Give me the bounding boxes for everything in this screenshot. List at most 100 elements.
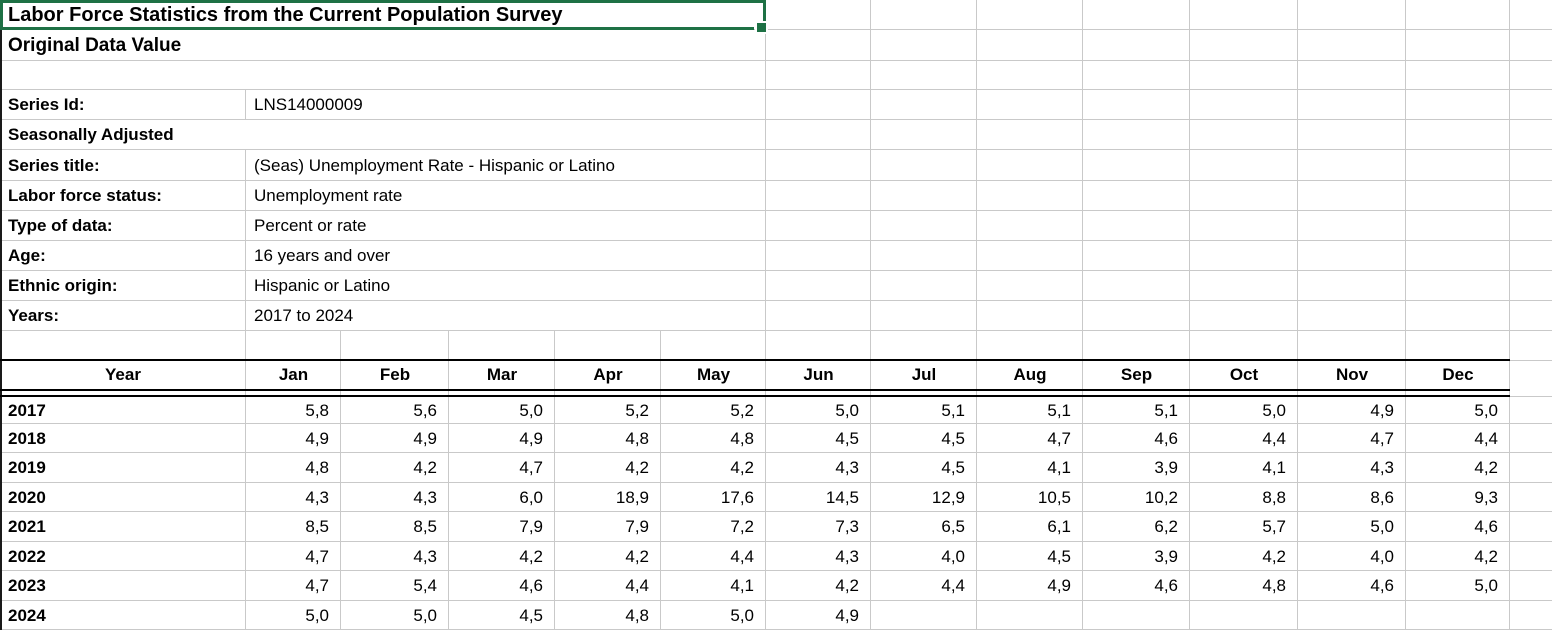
cell-2018-mar[interactable]: 4,9 — [519, 428, 543, 448]
cell-2021-nov[interactable]: 5,0 — [1370, 517, 1394, 536]
cell-2020-apr[interactable]: 18,9 — [615, 487, 649, 507]
cell-2018-dec[interactable]: 4,4 — [1474, 428, 1498, 448]
cell-2024-may[interactable]: 5,0 — [730, 605, 754, 625]
cell-2020-aug[interactable]: 10,5 — [1037, 487, 1071, 507]
cell-2019-sep[interactable]: 3,9 — [1154, 458, 1178, 477]
cell-2019-jul[interactable]: 4,5 — [941, 458, 965, 477]
cell-2021-sep[interactable]: 6,2 — [1154, 517, 1178, 536]
cell-2022-jan[interactable]: 4,7 — [305, 546, 329, 566]
cell-2017-mar[interactable]: 5,0 — [519, 400, 543, 420]
header-aug[interactable]: Aug — [1013, 365, 1047, 384]
cell-2018-may[interactable]: 4,8 — [730, 428, 754, 448]
cell-2024-jun[interactable]: 4,9 — [835, 605, 859, 625]
cell-2022-aug[interactable]: 4,5 — [1047, 546, 1071, 566]
cell-2023-nov[interactable]: 4,6 — [1370, 576, 1394, 595]
header-jan[interactable]: Jan — [278, 365, 309, 384]
info-value-4[interactable]: Percent or rate — [254, 216, 367, 235]
cell-2023-oct[interactable]: 4,8 — [1262, 576, 1286, 595]
cell-2019-feb[interactable]: 4,2 — [413, 458, 437, 477]
cell-year-2024[interactable]: 2024 — [8, 605, 46, 625]
cell-2017-apr[interactable]: 5,2 — [625, 400, 649, 420]
cell-2017-jul[interactable]: 5,1 — [941, 400, 965, 420]
cell-2021-feb[interactable]: 8,5 — [413, 517, 437, 536]
cell-2023-may[interactable]: 4,1 — [730, 576, 754, 595]
cell-2021-jan[interactable]: 8,5 — [305, 517, 329, 536]
cell-2020-may[interactable]: 17,6 — [720, 487, 754, 507]
cell-2020-oct[interactable]: 8,8 — [1262, 487, 1286, 507]
info-label-7[interactable]: Years: — [8, 306, 60, 325]
cell-2020-dec[interactable]: 9,3 — [1474, 487, 1498, 507]
header-sep[interactable]: Sep — [1120, 365, 1153, 384]
cell-2022-mar[interactable]: 4,2 — [519, 546, 543, 566]
cell-2024-dec[interactable] — [1406, 601, 1510, 630]
cell-2021-jul[interactable]: 6,5 — [941, 517, 965, 536]
title-cell[interactable]: Labor Force Statistics from the Current … — [8, 3, 563, 26]
cell-2018-oct[interactable]: 4,4 — [1262, 428, 1286, 448]
cell-2021-jun[interactable]: 7,3 — [835, 517, 859, 536]
info-value-5[interactable]: 16 years and over — [254, 246, 391, 265]
info-label-3[interactable]: Labor force status: — [8, 186, 162, 205]
cell-2018-jun[interactable]: 4,5 — [835, 428, 859, 448]
fill-handle[interactable] — [757, 23, 766, 32]
cell-2022-jun[interactable]: 4,3 — [835, 546, 859, 566]
cell-year-2023[interactable]: 2023 — [8, 576, 46, 595]
cell-2019-nov[interactable]: 4,3 — [1370, 458, 1394, 477]
cell-2022-sep[interactable]: 3,9 — [1154, 546, 1178, 566]
info-value-3[interactable]: Unemployment rate — [254, 186, 403, 205]
cell-2019-jun[interactable]: 4,3 — [835, 458, 859, 477]
header-nov[interactable]: Nov — [1335, 365, 1369, 384]
info-value-2[interactable]: (Seas) Unemployment Rate - Hispanic or L… — [254, 155, 615, 175]
cell-2019-mar[interactable]: 4,7 — [519, 458, 543, 477]
info-label-2[interactable]: Series title: — [8, 155, 100, 175]
header-may[interactable]: May — [696, 365, 731, 384]
info-label-4[interactable]: Type of data: — [8, 216, 113, 235]
info-label-1[interactable]: Seasonally Adjusted — [8, 125, 174, 144]
cell-2022-nov[interactable]: 4,0 — [1370, 546, 1394, 566]
info-value-6[interactable]: Hispanic or Latino — [254, 276, 391, 295]
cell-2022-feb[interactable]: 4,3 — [413, 546, 437, 566]
header-dec[interactable]: Dec — [1442, 365, 1474, 384]
cell-2023-sep[interactable]: 4,6 — [1154, 576, 1178, 595]
cell-2019-may[interactable]: 4,2 — [730, 458, 754, 477]
cell-2018-aug[interactable]: 4,7 — [1047, 428, 1071, 448]
cell-2023-jan[interactable]: 4,7 — [305, 576, 329, 595]
cell-2017-nov[interactable]: 4,9 — [1370, 400, 1394, 420]
cell-2018-jul[interactable]: 4,5 — [941, 428, 965, 448]
cell-year-2019[interactable]: 2019 — [8, 458, 46, 477]
info-label-5[interactable]: Age: — [8, 246, 46, 265]
cell-2020-jan[interactable]: 4,3 — [305, 487, 329, 507]
cell-2024-jan[interactable]: 5,0 — [305, 605, 329, 625]
cell-2023-jul[interactable]: 4,4 — [941, 576, 965, 595]
subtitle-cell[interactable]: Original Data Value — [8, 34, 182, 56]
cell-2021-may[interactable]: 7,2 — [730, 517, 754, 536]
cell-2021-dec[interactable]: 4,6 — [1474, 517, 1498, 536]
cell-2018-nov[interactable]: 4,7 — [1370, 428, 1394, 448]
cell-2019-jan[interactable]: 4,8 — [305, 458, 329, 477]
cell-2019-dec[interactable]: 4,2 — [1474, 458, 1498, 477]
cell-2024-nov[interactable] — [1298, 601, 1406, 630]
cell-2024-aug[interactable] — [977, 601, 1083, 630]
cell-2024-sep[interactable] — [1083, 601, 1190, 630]
cell-2017-feb[interactable]: 5,6 — [413, 400, 437, 420]
header-feb[interactable]: Feb — [379, 365, 411, 384]
header-jul[interactable]: Jul — [911, 365, 937, 384]
cell-year-2017[interactable]: 2017 — [8, 400, 46, 420]
cell-2021-apr[interactable]: 7,9 — [625, 517, 649, 536]
cell-2020-jun[interactable]: 14,5 — [825, 487, 859, 507]
cell-2021-oct[interactable]: 5,7 — [1262, 517, 1286, 536]
cell-2020-sep[interactable]: 10,2 — [1144, 487, 1178, 507]
cell-2021-aug[interactable]: 6,1 — [1047, 517, 1071, 536]
cell-2018-jan[interactable]: 4,9 — [305, 428, 329, 448]
cell-2024-jul[interactable] — [871, 601, 977, 630]
cell-2024-apr[interactable]: 4,8 — [625, 605, 649, 625]
cell-2018-feb[interactable]: 4,9 — [413, 428, 437, 448]
cell-2023-apr[interactable]: 4,4 — [625, 576, 649, 595]
cell-2023-jun[interactable]: 4,2 — [835, 576, 859, 595]
cell-2019-aug[interactable]: 4,1 — [1047, 458, 1071, 477]
cell-2017-may[interactable]: 5,2 — [730, 400, 754, 420]
cell-2024-mar[interactable]: 4,5 — [519, 605, 543, 625]
cell-2020-feb[interactable]: 4,3 — [413, 487, 437, 507]
cell-year-2021[interactable]: 2021 — [8, 517, 46, 536]
cell-2024-oct[interactable] — [1190, 601, 1298, 630]
cell-2017-aug[interactable]: 5,1 — [1047, 400, 1071, 420]
